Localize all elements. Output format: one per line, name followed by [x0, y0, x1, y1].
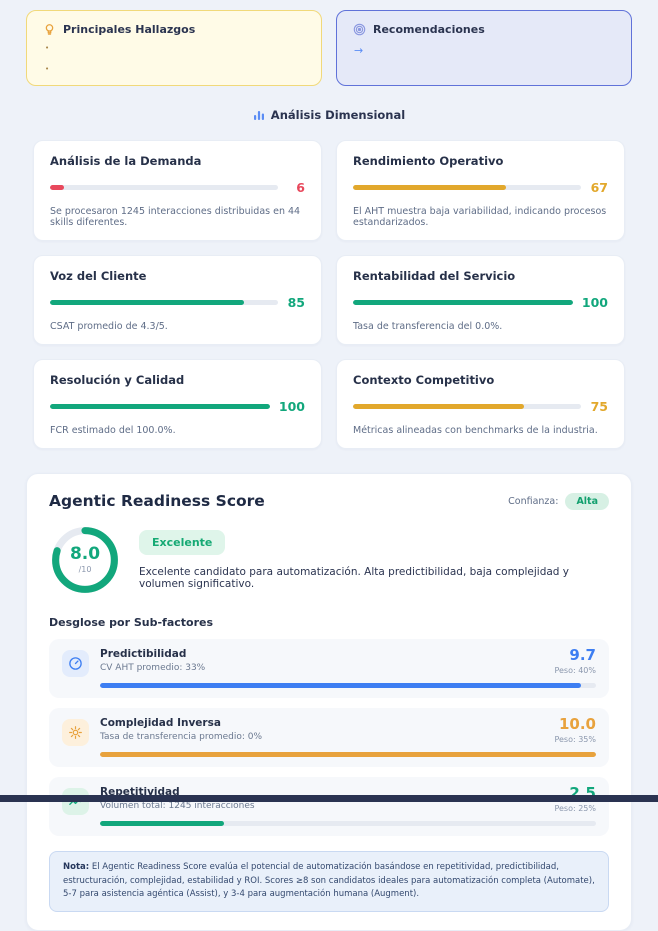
finding-bullet: •	[45, 65, 50, 73]
recommendations-title: Recomendaciones	[373, 23, 485, 36]
gauge-icon	[62, 650, 89, 677]
highlights-row: Principales Hallazgos • • Recomendacione…	[26, 10, 632, 86]
score-bar-fill	[50, 185, 64, 190]
gear-icon	[62, 719, 89, 746]
dimension-title: Voz del Cliente	[50, 269, 147, 283]
score-bar-fill	[50, 404, 270, 409]
recommendations-title-row: Recomendaciones	[353, 23, 615, 36]
agentic-title: Agentic Readiness Score	[49, 492, 265, 510]
section-title: Análisis Dimensional	[270, 108, 406, 122]
score-bar-fill	[353, 185, 506, 190]
subfactor-score: 9.7	[569, 646, 596, 664]
note-label: Nota:	[63, 862, 90, 872]
subfactor-name: Complejidad Inversa	[100, 717, 221, 729]
dimension-description: Tasa de transferencia del 0.0%.	[353, 321, 503, 332]
dimension-description: FCR estimado del 100.0%.	[50, 425, 176, 436]
score-gauge: 8.0 /10	[49, 524, 121, 596]
subfactor-weight: Peso: 35%	[554, 735, 596, 744]
score-bar-track	[50, 185, 278, 190]
dimensional-analysis-header: Análisis Dimensional	[0, 108, 658, 122]
dimension-score: 100	[581, 295, 608, 310]
lightbulb-icon	[43, 23, 56, 36]
findings-title: Principales Hallazgos	[63, 23, 196, 36]
subfactor-detail: CV AHT promedio: 33%	[100, 663, 206, 673]
findings-card: Principales Hallazgos • •	[26, 10, 322, 86]
dimension-score: 6	[296, 180, 305, 195]
bar-chart-icon	[253, 109, 265, 121]
subfactor-row-complejidad: Complejidad Inversa Tasa de transferenci…	[49, 708, 609, 767]
score-bar-track	[50, 404, 270, 409]
subfactor-bar-track	[100, 683, 596, 688]
subfactor-bar-fill	[100, 683, 582, 688]
score-bar-fill	[50, 300, 244, 305]
dimension-description: Métricas alineadas con benchmarks de la …	[353, 425, 598, 436]
finding-bullet: •	[45, 44, 50, 52]
dimension-card-contexto: Contexto Competitivo 75 Métricas alinead…	[336, 359, 625, 449]
subfactor-name: Predictibilidad	[100, 648, 187, 660]
recommendation-item: →	[354, 44, 364, 57]
subfactor-detail: Volumen total: 1245 interacciones	[100, 801, 255, 811]
dimension-score: 100	[278, 399, 305, 414]
subfactor-row-predictibilidad: Predictibilidad CV AHT promedio: 33% 9.7…	[49, 639, 609, 698]
gauge-score-value: 8.0	[69, 544, 101, 564]
dimension-score: 75	[590, 399, 608, 414]
dimension-card-rendimiento: Rendimiento Operativo 67 El AHT muestra …	[336, 140, 625, 241]
score-bar-fill	[353, 404, 524, 409]
dimension-description: Se procesaron 1245 interacciones distrib…	[50, 206, 301, 228]
dimension-card-rentabilidad: Rentabilidad del Servicio 100 Tasa de tr…	[336, 255, 625, 345]
findings-title-row: Principales Hallazgos	[43, 23, 305, 36]
subfactor-weight: Peso: 40%	[554, 666, 596, 675]
methodology-note: Nota: El Agentic Readiness Score evalúa …	[49, 851, 609, 912]
dimension-title: Contexto Competitivo	[353, 373, 495, 387]
subfactor-bar-track	[100, 752, 596, 757]
subfactor-bar-fill	[100, 821, 224, 826]
rating-badge: Excelente	[139, 530, 226, 555]
dimension-card-voz-cliente: Voz del Cliente 85 CSAT promedio de 4.3/…	[33, 255, 322, 345]
dimension-title: Resolución y Calidad	[50, 373, 185, 387]
confidence-badge: Alta	[565, 492, 609, 510]
dimension-title: Rentabilidad del Servicio	[353, 269, 516, 283]
subfactor-score: 10.0	[558, 715, 596, 733]
subfactor-detail: Tasa de transferencia promedio: 0%	[100, 732, 263, 742]
confidence-label: Confianza:	[508, 495, 559, 507]
dimension-score: 85	[287, 295, 305, 310]
dimension-grid: Análisis de la Demanda 6 Se procesaron 1…	[33, 140, 625, 449]
subfactor-bar-fill	[100, 752, 596, 757]
score-bar-track	[50, 300, 278, 305]
subfactor-weight: Peso: 25%	[554, 804, 596, 813]
subfactor-bar-track	[100, 821, 596, 826]
dimension-card-demanda: Análisis de la Demanda 6 Se procesaron 1…	[33, 140, 322, 241]
agentic-readiness-card: Agentic Readiness Score Confianza: Alta …	[26, 473, 632, 931]
dimension-description: CSAT promedio de 4.3/5.	[50, 321, 168, 332]
score-description: Excelente candidato para automatización.…	[139, 566, 570, 590]
subfactor-row-repetitividad: Repetitividad Volumen total: 1245 intera…	[49, 777, 609, 836]
breakdown-title: Desglose por Sub-factores	[49, 616, 214, 629]
score-bar-track	[353, 185, 581, 190]
score-bar-track	[353, 404, 581, 409]
dimension-card-resolucion: Resolución y Calidad 100 FCR estimado de…	[33, 359, 322, 449]
footer-bar	[0, 795, 658, 802]
dimension-description: El AHT muestra baja variabilidad, indica…	[353, 206, 607, 228]
note-text: El Agentic Readiness Score evalúa el pot…	[63, 862, 595, 900]
dimension-title: Análisis de la Demanda	[50, 154, 202, 168]
score-bar-fill	[353, 300, 573, 305]
target-icon	[353, 23, 366, 36]
dimension-title: Rendimiento Operativo	[353, 154, 504, 168]
gauge-score-max: /10	[78, 565, 92, 574]
recommendations-card: Recomendaciones →	[336, 10, 632, 86]
score-bar-track	[353, 300, 573, 305]
dimension-score: 67	[590, 180, 608, 195]
confidence-indicator: Confianza: Alta	[508, 492, 609, 510]
